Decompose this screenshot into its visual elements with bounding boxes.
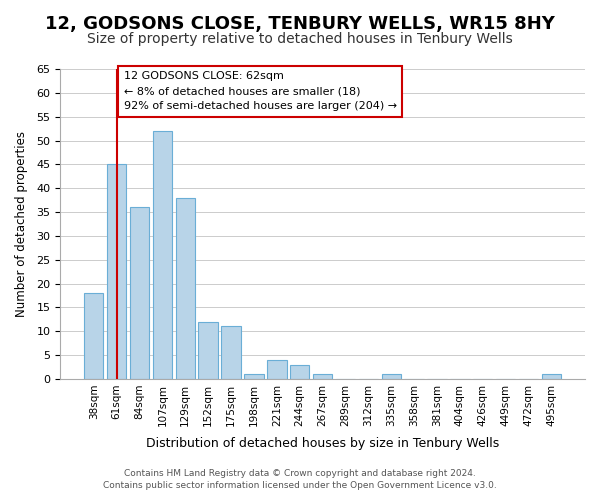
Text: 12, GODSONS CLOSE, TENBURY WELLS, WR15 8HY: 12, GODSONS CLOSE, TENBURY WELLS, WR15 8…: [45, 15, 555, 33]
Bar: [382, 374, 401, 379]
Bar: [267, 360, 287, 379]
Bar: [84, 293, 103, 379]
Bar: [542, 374, 561, 379]
Text: 12 GODSONS CLOSE: 62sqm
← 8% of detached houses are smaller (18)
92% of semi-det: 12 GODSONS CLOSE: 62sqm ← 8% of detached…: [124, 72, 397, 111]
Bar: [313, 374, 332, 379]
Text: Size of property relative to detached houses in Tenbury Wells: Size of property relative to detached ho…: [87, 32, 513, 46]
Bar: [176, 198, 195, 379]
Y-axis label: Number of detached properties: Number of detached properties: [15, 131, 28, 317]
Bar: [290, 364, 310, 379]
Bar: [221, 326, 241, 379]
Bar: [130, 208, 149, 379]
Bar: [107, 164, 127, 379]
Bar: [152, 131, 172, 379]
X-axis label: Distribution of detached houses by size in Tenbury Wells: Distribution of detached houses by size …: [146, 437, 499, 450]
Bar: [244, 374, 263, 379]
Text: Contains HM Land Registry data © Crown copyright and database right 2024.
Contai: Contains HM Land Registry data © Crown c…: [103, 468, 497, 490]
Bar: [199, 322, 218, 379]
